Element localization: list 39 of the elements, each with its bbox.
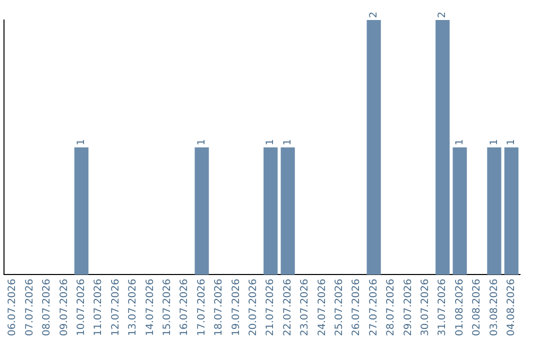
x-tick-label: 31.07.2026 [437,278,448,336]
x-tick-label: 06.07.2026 [7,278,18,336]
data-label: 1 [454,138,466,146]
x-tick-label: 16.07.2026 [179,278,190,336]
x-tick-label: 28.07.2026 [386,278,397,336]
x-tick-label: 08.07.2026 [42,278,53,336]
x-tick-label: 10.07.2026 [76,278,87,336]
data-label: 2 [368,12,380,18]
x-tick-label: 01.08.2026 [454,278,466,336]
x-tick-label: 27.07.2026 [368,278,380,336]
x-tick-label: 09.07.2026 [58,278,70,336]
x-tick-label: 17.07.2026 [196,278,208,336]
x-tick-label: 14.07.2026 [144,278,156,336]
x-tick-label: 15.07.2026 [162,278,173,336]
x-tick-label: 03.08.2026 [488,278,500,336]
data-label: 1 [196,138,208,146]
data-label: 1 [265,138,276,146]
x-tick-label: 22.07.2026 [282,278,294,336]
data-label: 1 [506,138,517,146]
data-label: 2 [437,12,448,18]
x-tick-label: 12.07.2026 [110,278,122,336]
data-label: 1 [76,138,87,146]
x-tick-label: 29.07.2026 [402,278,414,336]
x-tick-label: 30.07.2026 [420,278,431,336]
data-label: 1 [282,138,294,146]
data-label: 1 [488,138,500,146]
x-tick-label: 13.07.2026 [128,278,139,336]
x-tick-label: 21.07.2026 [265,278,276,336]
x-tick-label: 11.07.2026 [93,278,104,336]
x-tick-label: 26.07.2026 [351,278,362,336]
x-tick-label: 18.07.2026 [214,278,225,336]
x-tick-label: 24.07.2026 [316,278,328,336]
x-tick-label: 02.08.2026 [472,278,483,336]
x-tick-label: 20.07.2026 [248,278,259,336]
x-tick-label: 07.07.2026 [24,278,36,336]
x-tick-label: 23.07.2026 [300,278,311,336]
x-tick-label: 25.07.2026 [334,278,345,336]
x-tick-label: 04.08.2026 [506,278,517,336]
x-tick-label: 19.07.2026 [230,278,242,336]
